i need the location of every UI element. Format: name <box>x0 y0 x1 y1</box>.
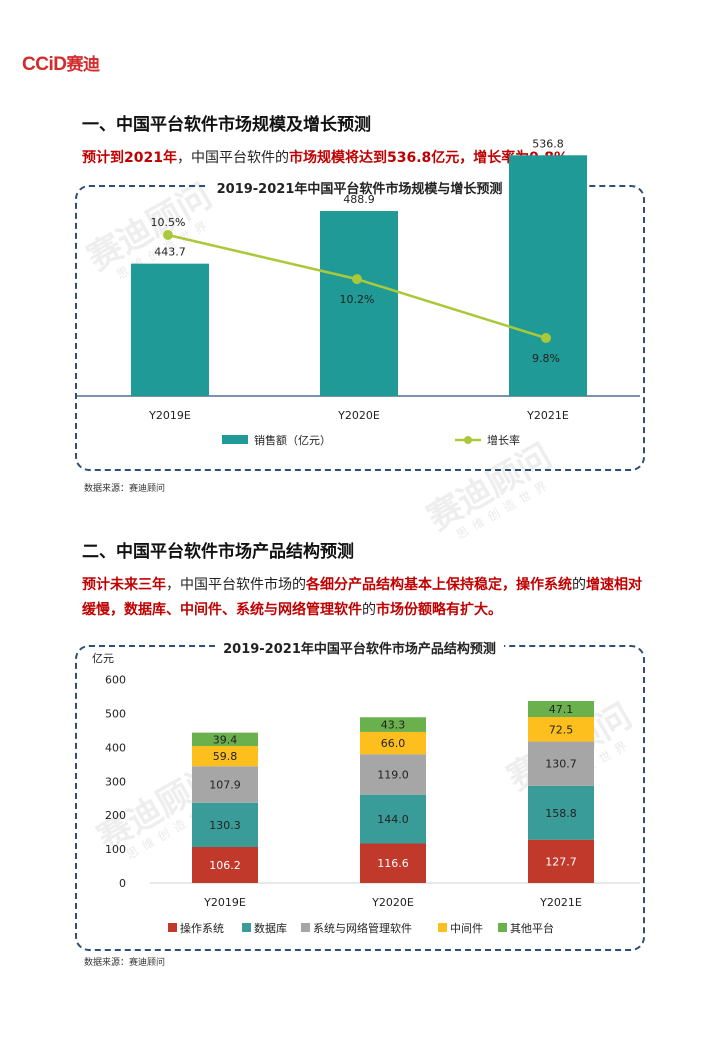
chart1-bar-label: 488.9 <box>343 193 375 206</box>
chart2-legend-label: 系统与网络管理软件 <box>313 921 412 935</box>
chart2-legend-swatch <box>168 923 177 932</box>
chart2-legend-swatch <box>242 923 251 932</box>
chart2-segment-label: 144.0 <box>377 813 409 826</box>
chart2-segment-label: 119.0 <box>377 768 409 781</box>
summary-run: 预计到2021年 <box>82 150 177 166</box>
chart2-segment-label: 39.4 <box>213 733 238 746</box>
summary-run: 的 <box>572 577 586 593</box>
chart2-y-tick: 100 <box>105 843 126 856</box>
chart1-bar-label: 536.8 <box>532 137 564 150</box>
chart2-segment-label: 59.8 <box>213 750 238 763</box>
logo-cn: 赛迪 <box>66 55 100 75</box>
summary-run: 市场规模将达到536.8亿元，增长率为9.8% <box>288 150 569 166</box>
chart2-y-tick: 0 <box>119 877 126 890</box>
chart2-bar-segment <box>528 741 594 786</box>
chart2-y-unit: 亿元 <box>92 652 114 665</box>
section2-summary: 预计未来三年，中国平台软件市场的各细分产品结构基本上保持稳定，操作系统的增速相对… <box>82 573 642 623</box>
chart1-growth-point <box>163 230 173 240</box>
chart2-legend-swatch <box>498 923 507 932</box>
chart2-bar-segment <box>192 745 258 767</box>
chart2-bar-segment <box>528 785 594 840</box>
chart2-title: 2019-2021年中国平台软件市场产品结构预测 <box>0 638 719 657</box>
chart1-legend-swatch-sales <box>222 435 248 444</box>
section2-source: 数据来源：赛迪顾问 <box>84 958 166 968</box>
chart2-segment-label: 107.9 <box>209 779 241 792</box>
chart2-legend-swatch <box>301 923 310 932</box>
summary-run: 增速相对缓慢，数据库、中间件、系统与网络管理软件 <box>82 577 642 618</box>
chart2-legend-label: 操作系统 <box>180 921 224 935</box>
chart2-bar-segment <box>528 839 594 883</box>
chart1-title: 2019-2021年中国平台软件市场规模与增长预测 <box>0 178 719 197</box>
summary-run: ，中国平台软件市场的 <box>166 577 306 593</box>
chart2-bar-segment <box>192 802 258 847</box>
chart2-category-label: Y2021E <box>539 896 582 909</box>
chart2-bar-segment <box>528 716 594 742</box>
chart2-segment-label: 158.8 <box>545 807 577 820</box>
chart2-frame <box>75 645 645 951</box>
chart2-bar-segment <box>360 843 426 883</box>
chart2-y-tick: 200 <box>105 809 126 822</box>
chart2-segment-label: 127.7 <box>545 855 577 868</box>
chart1-category-label: Y2020E <box>337 409 380 422</box>
chart2-legend-label: 其他平台 <box>510 921 554 935</box>
chart2-bar-segment <box>192 732 258 746</box>
chart2-bar-segment <box>192 766 258 803</box>
chart2-segment-label: 72.5 <box>549 723 574 736</box>
chart2-bar-segment <box>360 717 426 732</box>
chart2-y-tick: 300 <box>105 775 126 788</box>
summary-run: 各细分产品结构基本上保持稳定，操作系统 <box>306 577 572 593</box>
chart2-category-label: Y2019E <box>203 896 246 909</box>
chart1-growth-label: 9.8% <box>532 352 560 365</box>
chart2-legend-swatch <box>438 923 447 932</box>
summary-run: 预计未来三年 <box>82 577 166 593</box>
chart1-category-label: Y2021E <box>526 409 569 422</box>
chart2-bar-segment <box>528 701 594 717</box>
chart2-segment-label: 66.0 <box>381 737 406 750</box>
chart2-segment-label: 130.3 <box>209 819 241 832</box>
summary-run: 市场份额略有扩大。 <box>376 602 502 618</box>
chart2-bar-segment <box>192 846 258 883</box>
section2-heading: 二、中国平台软件市场产品结构预测 <box>82 542 354 562</box>
chart1-category-label: Y2019E <box>148 409 191 422</box>
chart2-bar-segment <box>360 731 426 755</box>
chart2-legend-label: 数据库 <box>254 921 287 935</box>
chart2-segment-label: 116.6 <box>377 857 409 870</box>
chart2-segment-label: 43.3 <box>381 719 406 732</box>
section1-heading: 一、中国平台软件市场规模及增长预测 <box>82 115 371 135</box>
chart2-segment-label: 106.2 <box>209 859 241 872</box>
chart1-legend-marker-growth <box>464 436 472 444</box>
chart1-growth-label: 10.5% <box>151 216 186 229</box>
chart1-growth-label: 10.2% <box>340 293 375 306</box>
summary-run: 的 <box>362 602 376 618</box>
chart2-y-tick: 600 <box>105 674 126 687</box>
chart2-y-tick: 400 <box>105 741 126 754</box>
chart1-bar <box>320 211 398 396</box>
chart2-legend-label: 中间件 <box>450 922 483 935</box>
chart1-legend-label-sales: 销售额（亿元） <box>254 433 331 447</box>
chart1-bar <box>131 263 209 396</box>
section1-source: 数据来源：赛迪顾问 <box>84 484 166 494</box>
summary-run: ，中国平台软件的 <box>176 150 289 166</box>
chart1-growth-point <box>541 333 551 343</box>
chart2-y-tick: 500 <box>105 708 126 721</box>
chart1-bar-label: 443.7 <box>154 246 186 259</box>
chart1-legend-label-growth: 增长率 <box>487 433 520 447</box>
chart1-bar <box>509 155 587 396</box>
ccid-logo: CCiD赛迪 <box>22 50 100 76</box>
chart2-bar-segment <box>360 754 426 795</box>
chart2-bar-segment <box>360 794 426 844</box>
chart2-category-label: Y2020E <box>371 896 414 909</box>
chart2-segment-label: 47.1 <box>549 703 574 716</box>
logo-latin: CCiD <box>22 54 67 75</box>
chart1-growth-point <box>352 274 362 285</box>
chart2-segment-label: 130.7 <box>545 758 577 771</box>
